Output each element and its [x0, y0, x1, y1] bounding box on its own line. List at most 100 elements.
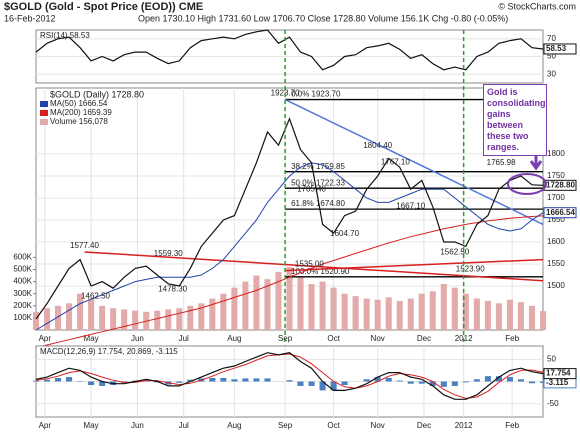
bar — [286, 267, 293, 330]
x-tick-label: Feb — [505, 334, 519, 343]
bar — [473, 298, 480, 330]
bar — [88, 298, 95, 330]
x-tick-label: Nov — [371, 421, 385, 430]
end-tag — [543, 207, 577, 219]
bar — [407, 298, 414, 330]
bar — [528, 381, 536, 384]
bar — [429, 381, 436, 386]
bar — [55, 377, 62, 382]
y-tick-label: -50 — [547, 399, 559, 408]
bar — [539, 381, 547, 383]
y2-tick-label: 600K — [13, 253, 32, 262]
trend-line — [285, 258, 544, 272]
x-tick-label: May — [84, 334, 99, 343]
bar — [187, 305, 194, 330]
bar — [352, 296, 359, 330]
bar — [330, 287, 337, 330]
level-label: 100.0% 1520.90 — [291, 267, 350, 276]
bar — [385, 377, 392, 382]
legend-title: $GOLD (Daily) 1728.80 — [50, 89, 144, 99]
bar — [297, 381, 304, 386]
bar — [77, 293, 84, 330]
x-tick-label: May — [84, 421, 99, 430]
bar — [43, 379, 51, 382]
point-label: 1523.90 — [456, 265, 485, 274]
y-tick-label: 1750 — [547, 171, 565, 180]
y-tick-label: 1600 — [547, 237, 565, 246]
bar — [198, 303, 205, 330]
bar — [418, 293, 425, 330]
point-label: 1705.40 — [297, 185, 326, 194]
bar — [88, 381, 95, 386]
bar — [43, 308, 51, 330]
point-label: 1562.50 — [440, 248, 469, 257]
highlight-ellipse — [507, 173, 547, 195]
bar — [275, 271, 282, 330]
x-tick-label: Jun — [131, 334, 144, 343]
bar — [385, 297, 392, 330]
bar — [66, 303, 73, 330]
bar — [440, 284, 447, 330]
bar — [297, 276, 304, 330]
bar — [110, 308, 117, 330]
point-label: 1462.50 — [81, 292, 110, 301]
bar — [32, 380, 40, 382]
line — [35, 162, 544, 331]
bar — [330, 381, 337, 391]
bar — [407, 381, 414, 384]
line — [35, 215, 544, 349]
legend-label: MA(200) 1659.39 — [50, 108, 112, 117]
bar — [484, 300, 491, 330]
credit: © StockCharts.com — [498, 1, 576, 11]
bar — [209, 298, 216, 330]
bar — [176, 308, 183, 330]
point-label: 1767.10 — [381, 158, 410, 167]
bar — [264, 378, 271, 382]
bar — [55, 305, 62, 330]
panel-title: RSI(14) 58.53 — [40, 31, 90, 40]
x-tick-label: Jul — [179, 421, 189, 430]
bar — [132, 310, 139, 330]
y-tick-label: 50 — [547, 354, 556, 363]
end-tag — [543, 179, 577, 191]
bar — [231, 379, 238, 382]
bar — [528, 305, 536, 330]
legend-label: MA(50) 1666.54 — [50, 99, 108, 108]
bar — [462, 293, 469, 330]
point-label: 1604.70 — [330, 229, 359, 238]
bar — [209, 377, 216, 382]
bar — [121, 309, 128, 330]
bar — [484, 376, 491, 382]
annotation: Gold is consolidating gains between thes… — [483, 84, 547, 156]
x-tick-label: Jul — [179, 334, 189, 343]
bar — [440, 381, 447, 387]
bar — [176, 381, 183, 383]
point-label: 1804.40 — [363, 141, 392, 150]
quote: Open 1730.10 High 1731.60 Low 1706.70 Cl… — [138, 13, 508, 23]
y-tick-label: 1650 — [547, 215, 565, 224]
legend-swatch — [40, 101, 48, 107]
x-tick-label: Dec — [417, 421, 431, 430]
bar — [32, 311, 40, 330]
bar — [462, 381, 469, 383]
bar — [242, 281, 249, 330]
point-label: 1559.30 — [154, 249, 183, 258]
bar — [231, 287, 238, 330]
bar — [495, 303, 502, 330]
x-tick-label: Nov — [371, 334, 385, 343]
bar — [517, 379, 524, 382]
bar — [451, 381, 458, 386]
bar — [451, 287, 458, 330]
bar — [66, 377, 73, 382]
bar — [506, 299, 513, 330]
x-tick-label: Feb — [505, 421, 519, 430]
point-label: 1577.40 — [70, 241, 99, 250]
level-label: 38.2% 1759.85 — [291, 162, 345, 171]
line — [35, 117, 544, 320]
bar — [220, 293, 227, 330]
bar — [165, 309, 172, 330]
point-label: 1535.00 — [295, 260, 324, 269]
bar — [429, 291, 436, 330]
bar — [308, 284, 315, 330]
